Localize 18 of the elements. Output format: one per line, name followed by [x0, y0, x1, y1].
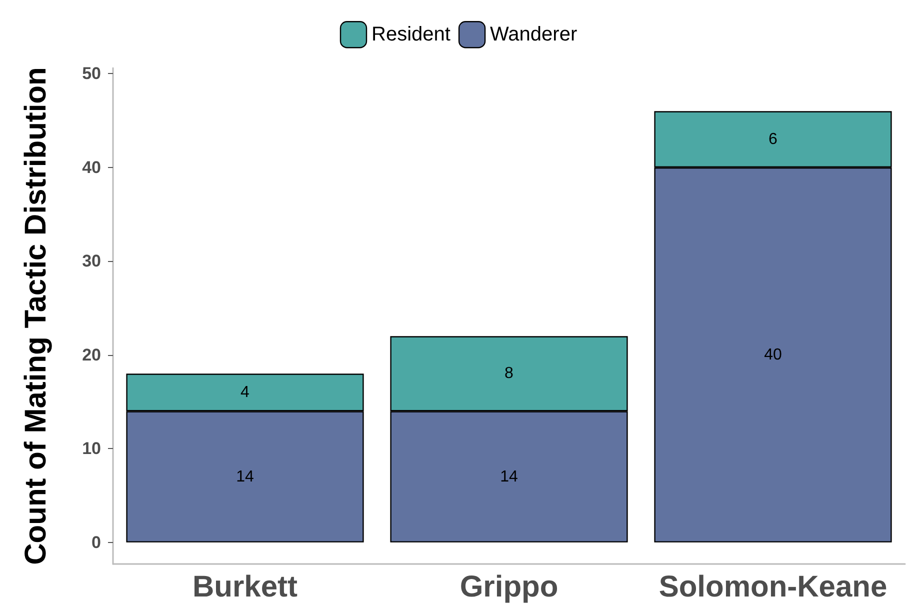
- y-tick-label: 30: [82, 252, 101, 271]
- y-tick-label: 0: [92, 532, 101, 552]
- x-tick-label: Burkett: [192, 570, 298, 604]
- legend-label: Resident: [371, 24, 451, 46]
- y-tick-label: 50: [82, 64, 101, 84]
- y-axis-title: Count of Mating Tactic Distribution: [20, 67, 52, 565]
- y-tick-label: 40: [82, 158, 101, 177]
- data-label: 4: [240, 384, 250, 401]
- y-tick-label: 10: [82, 439, 101, 458]
- data-label: 8: [504, 365, 514, 382]
- x-tick-label: Grippo: [460, 570, 558, 604]
- x-tick-label: Solomon-Keane: [658, 570, 888, 604]
- data-label: 40: [764, 346, 782, 364]
- data-label: 14: [236, 468, 254, 486]
- y-tick-label: 20: [82, 345, 101, 364]
- legend-label: Wanderer: [490, 24, 578, 46]
- data-label: 14: [500, 468, 518, 486]
- data-label: 6: [768, 130, 778, 148]
